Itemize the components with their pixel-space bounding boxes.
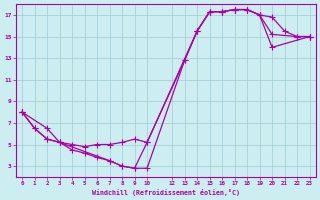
- X-axis label: Windchill (Refroidissement éolien,°C): Windchill (Refroidissement éolien,°C): [92, 189, 240, 196]
